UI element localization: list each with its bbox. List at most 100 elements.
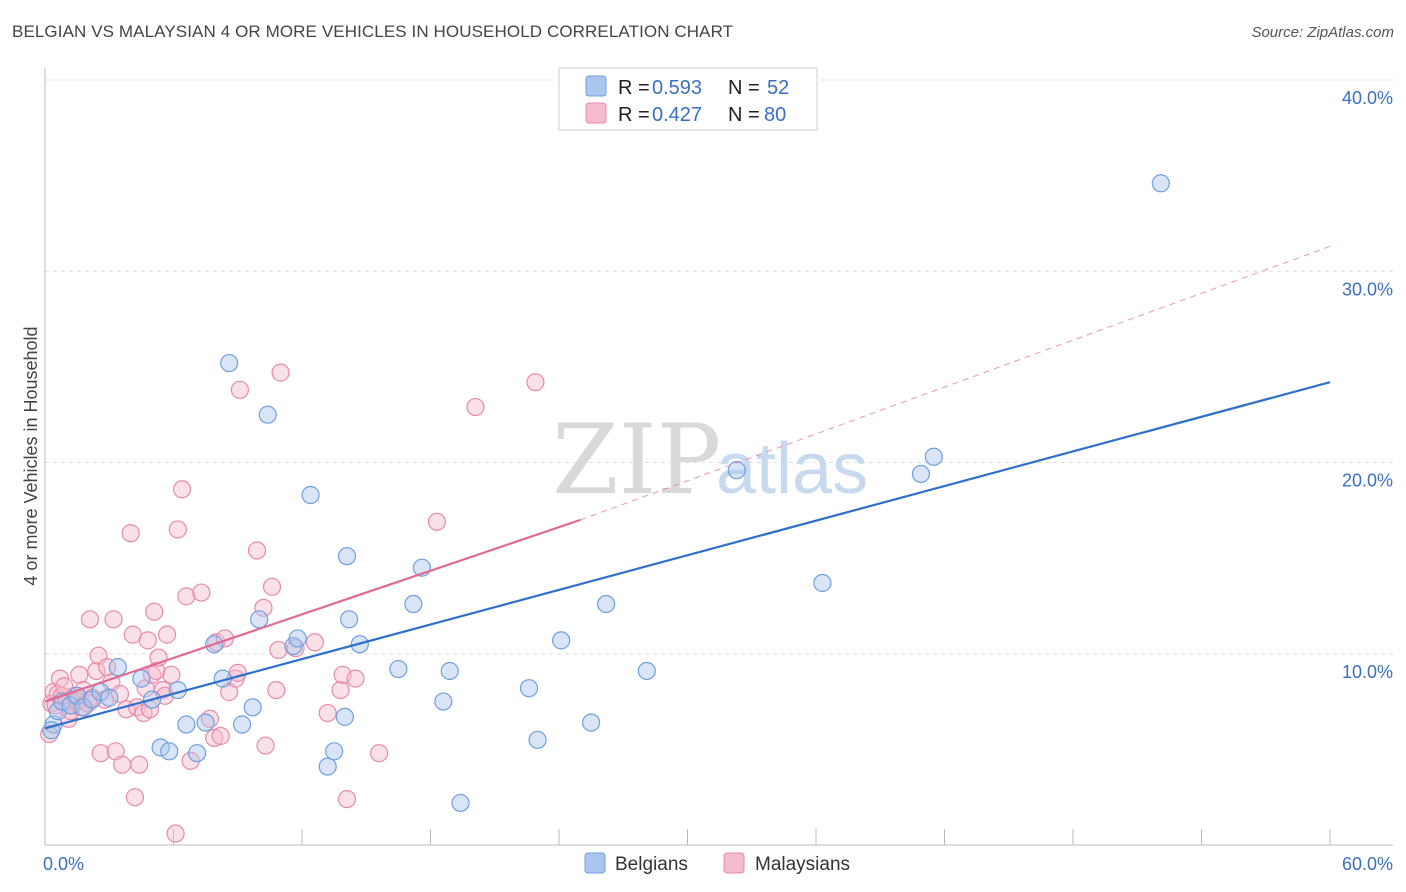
malaysian-point: [145, 602, 164, 621]
malaysian-point: [172, 480, 192, 499]
belgian-point: [301, 485, 320, 505]
belgian-trend-line: [44, 381, 1331, 730]
belgian-point: [220, 353, 239, 373]
malaysian-point: [138, 631, 157, 650]
belgian-points: [42, 174, 1170, 813]
malaysian-point: [211, 726, 230, 746]
malaysian-point: [271, 363, 290, 382]
belgian-point: [187, 744, 207, 763]
malaysian-r-value: 0.427: [652, 104, 702, 126]
y-tick-label: 40.0%: [1342, 88, 1393, 108]
malaysian-swatch: [585, 102, 607, 124]
malaysian-n-label: N =: [728, 104, 760, 126]
belgian-point: [911, 464, 931, 484]
belgian-point: [451, 793, 470, 813]
belgian-n-label: N =: [728, 77, 760, 99]
belgian-point: [250, 610, 269, 629]
belgian-point: [100, 688, 119, 707]
belgian-point: [258, 405, 277, 424]
belgian-point: [519, 679, 539, 698]
axes: [44, 68, 1393, 846]
malaysian-point: [112, 755, 132, 774]
x-tick-label-min: 0.0%: [43, 854, 84, 874]
malaysian-point: [121, 524, 140, 543]
malaysian-point: [80, 610, 100, 629]
malaysian-point: [262, 577, 282, 596]
malaysian-trend-extension: [580, 245, 1331, 521]
malaysian-point: [267, 680, 286, 700]
malaysian-point: [125, 788, 145, 807]
malaysian-points: [40, 363, 545, 843]
belgians-legend-swatch: [584, 852, 606, 874]
malaysian-point: [162, 665, 181, 684]
malaysian-point: [147, 661, 166, 681]
watermark-zip: ZIP: [552, 404, 721, 516]
belgian-point: [552, 631, 571, 650]
belgian-point: [108, 658, 127, 677]
malaysian-point: [104, 610, 123, 629]
malaysian-point: [205, 728, 224, 748]
belgian-point: [924, 447, 943, 466]
malaysian-point: [110, 684, 130, 704]
stats-legend: R = 0.593 N = 52 R = 0.427 N = 80: [558, 67, 818, 131]
belgian-point: [727, 461, 746, 480]
belgian-point: [325, 742, 344, 761]
malaysian-point: [168, 520, 187, 539]
malaysians-legend-label: Malaysians: [755, 854, 850, 875]
y-tick-label: 30.0%: [1342, 279, 1393, 299]
malaysian-point: [318, 703, 337, 723]
malaysian-point: [70, 665, 89, 684]
belgian-point: [318, 757, 337, 776]
malaysian-point: [91, 744, 110, 763]
belgian-point: [389, 659, 408, 679]
belgian-n-value: 52: [767, 77, 789, 99]
belgian-point: [151, 738, 170, 757]
malaysian-point: [192, 583, 211, 602]
belgian-point: [440, 661, 459, 681]
malaysian-point: [230, 380, 249, 399]
malaysian-point: [305, 633, 324, 652]
belgian-point: [528, 730, 547, 749]
malaysian-point: [346, 669, 365, 688]
belgian-point: [160, 742, 179, 761]
y-tick-label: 10.0%: [1342, 662, 1393, 682]
x-tick-label-max: 60.0%: [1342, 854, 1393, 874]
y-tick-labels: 10.0% 20.0% 30.0% 40.0%: [1342, 88, 1393, 682]
malaysian-point: [166, 824, 185, 843]
source-label: Source: ZipAtlas.com: [1251, 24, 1394, 41]
malaysian-point: [87, 661, 106, 681]
series-legend: Belgians Malaysians: [584, 852, 850, 875]
malaysian-n-value: 80: [764, 104, 786, 126]
malaysian-point: [254, 598, 273, 617]
malaysian-point: [130, 755, 149, 774]
malaysian-r-label: R =: [618, 104, 650, 126]
malaysian-point: [466, 397, 485, 417]
watermark: ZIP atlas: [552, 404, 868, 516]
malaysian-point: [247, 541, 267, 560]
belgian-r-label: R =: [618, 77, 650, 99]
belgian-swatch: [585, 75, 607, 97]
chart-title: BELGIAN VS MALAYSIAN 4 OR MORE VEHICLES …: [12, 22, 734, 41]
y-axis-label: 4 or more Vehicles in Household: [21, 326, 41, 585]
belgian-r-value: 0.593: [652, 77, 702, 99]
belgian-point: [1151, 174, 1170, 193]
gridlines: [45, 79, 1393, 655]
malaysian-point: [269, 640, 288, 660]
malaysian-point: [370, 744, 389, 763]
malaysian-point: [331, 680, 350, 700]
belgian-point: [335, 707, 354, 726]
belgian-point: [337, 547, 357, 566]
malaysian-point: [177, 587, 196, 606]
belgian-point: [232, 715, 252, 734]
malaysians-legend-swatch: [723, 852, 745, 874]
belgian-point: [177, 715, 196, 734]
belgian-point: [813, 573, 832, 593]
belgian-point: [132, 669, 151, 688]
y-tick-label: 20.0%: [1342, 471, 1393, 491]
belgian-point: [582, 713, 601, 732]
belgians-legend-label: Belgians: [615, 854, 688, 875]
belgian-point: [196, 713, 215, 732]
belgian-point: [434, 692, 453, 711]
belgian-point: [288, 629, 307, 648]
